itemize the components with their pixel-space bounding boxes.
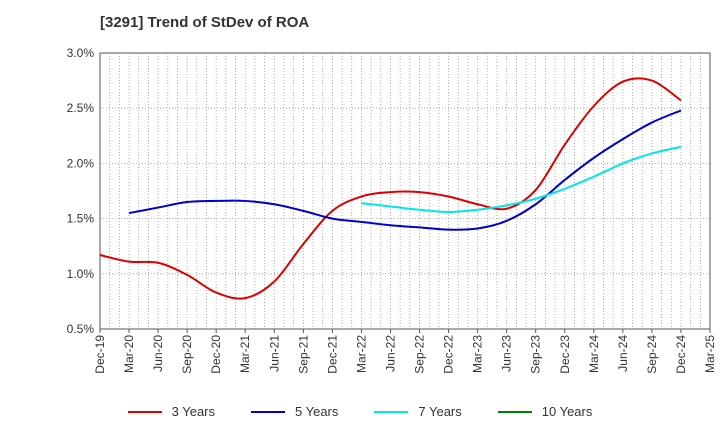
x-tick-label: Sep-24	[645, 335, 659, 374]
legend-label-3-years: 3 Years	[171, 404, 215, 419]
legend-item-5-years: 5 Years	[251, 404, 338, 419]
x-tick-label: Jun-20	[151, 335, 165, 372]
y-tick-label: 0.5%	[67, 322, 95, 336]
axes	[99, 52, 711, 333]
x-tick-label: Jun-22	[383, 335, 397, 372]
legend-label-7-years: 7 Years	[418, 404, 462, 419]
x-tick-label: Dec-24	[674, 335, 688, 374]
legend-label-10-years: 10 Years	[541, 404, 593, 419]
grid-lines	[100, 52, 710, 330]
x-tick-label: Dec-23	[558, 335, 572, 374]
series-line-7-years	[361, 145, 682, 213]
x-tick-label: Dec-20	[209, 335, 223, 374]
x-tick-label: Sep-23	[529, 335, 543, 374]
x-tick-label: Dec-21	[325, 335, 339, 374]
tick-labels: 0.5% 1.0% 1.5% 2.0% 2.5% 3.0% Dec-19 Mar-20 Jun-…	[67, 46, 717, 374]
x-tick-label: Mar-22	[354, 335, 368, 373]
y-tick-label: 2.0%	[67, 156, 95, 170]
x-tick-label: Sep-21	[296, 335, 310, 374]
legend-item-7-years: 7 Years	[374, 404, 462, 419]
legend-swatch-7-years	[374, 410, 409, 413]
legend-item-3-years: 3 Years	[127, 404, 215, 419]
x-tick-label: Sep-20	[180, 335, 194, 374]
x-tick-label: Mar-20	[122, 335, 136, 373]
legend-swatch-10-years	[497, 410, 532, 413]
legend-swatch-3-years	[127, 410, 162, 413]
legend: 3 Years 5 Years 7 Years 10 Years	[0, 404, 720, 419]
plot-border	[99, 52, 711, 330]
x-tick-label: Jun-21	[267, 335, 281, 372]
legend-swatch-5-years	[251, 410, 285, 413]
y-tick-label: 2.5%	[67, 101, 95, 115]
x-tick-label: Jun-24	[616, 335, 630, 372]
x-tick-label: Mar-23	[471, 335, 485, 373]
series-lines	[99, 77, 682, 300]
chart-title: [3291] Trend of StDev of ROA	[100, 14, 310, 31]
x-tick-label: Sep-22	[413, 335, 427, 374]
y-tick-label: 1.0%	[67, 267, 95, 281]
y-tick-label: 3.0%	[67, 46, 95, 60]
x-tick-label: Mar-24	[587, 335, 601, 373]
series-line-5-years	[128, 109, 682, 231]
legend-item-10-years: 10 Years	[497, 404, 593, 419]
legend-label-5-years: 5 Years	[295, 404, 339, 419]
x-tick-label: Dec-22	[442, 335, 456, 374]
x-tick-label: Dec-19	[93, 335, 107, 374]
x-tick-label: Jun-23	[500, 335, 514, 372]
x-tick-label: Mar-25	[703, 335, 717, 373]
y-tick-label: 1.5%	[67, 212, 95, 226]
series-line-3-years	[99, 77, 682, 300]
x-tick-label: Mar-21	[238, 335, 252, 373]
